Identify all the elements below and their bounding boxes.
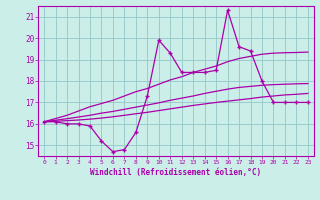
- X-axis label: Windchill (Refroidissement éolien,°C): Windchill (Refroidissement éolien,°C): [91, 168, 261, 177]
